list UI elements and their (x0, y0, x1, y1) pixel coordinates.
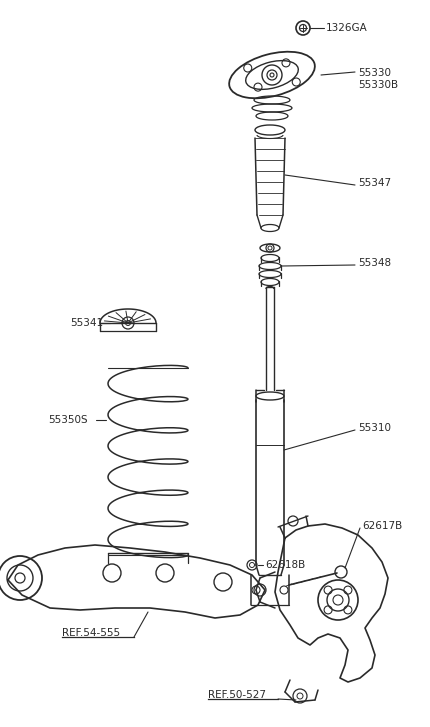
Text: 55330
55330B: 55330 55330B (358, 68, 398, 90)
Text: 55341: 55341 (70, 318, 103, 328)
Text: REF.50-527: REF.50-527 (208, 690, 266, 700)
Text: 55347: 55347 (358, 178, 391, 188)
Text: 1326GA: 1326GA (326, 23, 368, 33)
Text: 55348: 55348 (358, 258, 391, 268)
Text: 55350S: 55350S (48, 415, 88, 425)
Text: 55310: 55310 (358, 423, 391, 433)
Text: 62617B: 62617B (362, 521, 402, 531)
Text: 62618B: 62618B (265, 560, 305, 570)
Text: REF.54-555: REF.54-555 (62, 628, 120, 638)
